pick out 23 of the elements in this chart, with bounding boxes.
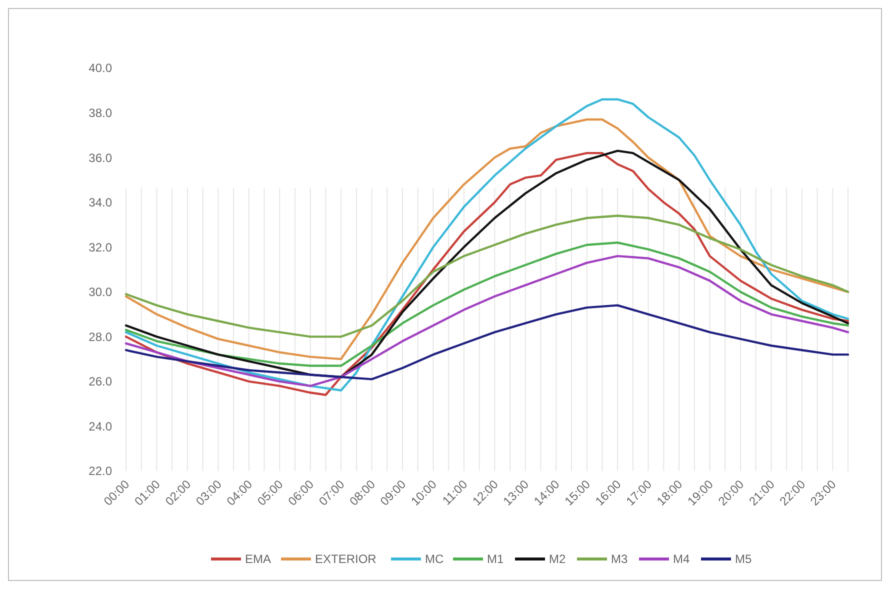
legend-label: M4 — [673, 552, 690, 566]
y-tick-label: 32.0 — [88, 240, 112, 254]
legend-label: M1 — [487, 552, 504, 566]
legend-label: M3 — [611, 552, 628, 566]
y-tick-label: 26.0 — [88, 374, 112, 389]
y-tick-label: 40.0 — [88, 61, 112, 76]
legend-label: EXTERIOR — [315, 552, 377, 566]
y-tick-label: 24.0 — [88, 419, 112, 434]
y-tick-label: 28.0 — [88, 330, 112, 344]
legend-label: M2 — [549, 552, 566, 566]
line-series — [124, 242, 850, 367]
y-tick-label: 22.0 — [88, 464, 112, 478]
line-series — [124, 304, 850, 380]
y-tick-label: 36.0 — [88, 150, 112, 165]
y-tick-label: 38.0 — [88, 106, 112, 120]
line-series — [124, 214, 850, 338]
y-tick-label: 30.0 — [88, 285, 112, 300]
line-series — [124, 254, 850, 388]
y-tick-label: 34.0 — [88, 196, 112, 210]
line-series — [124, 98, 850, 392]
legend-label: MC — [425, 552, 444, 566]
legend-label: EMA — [245, 552, 272, 566]
legend-label: M5 — [735, 552, 752, 566]
